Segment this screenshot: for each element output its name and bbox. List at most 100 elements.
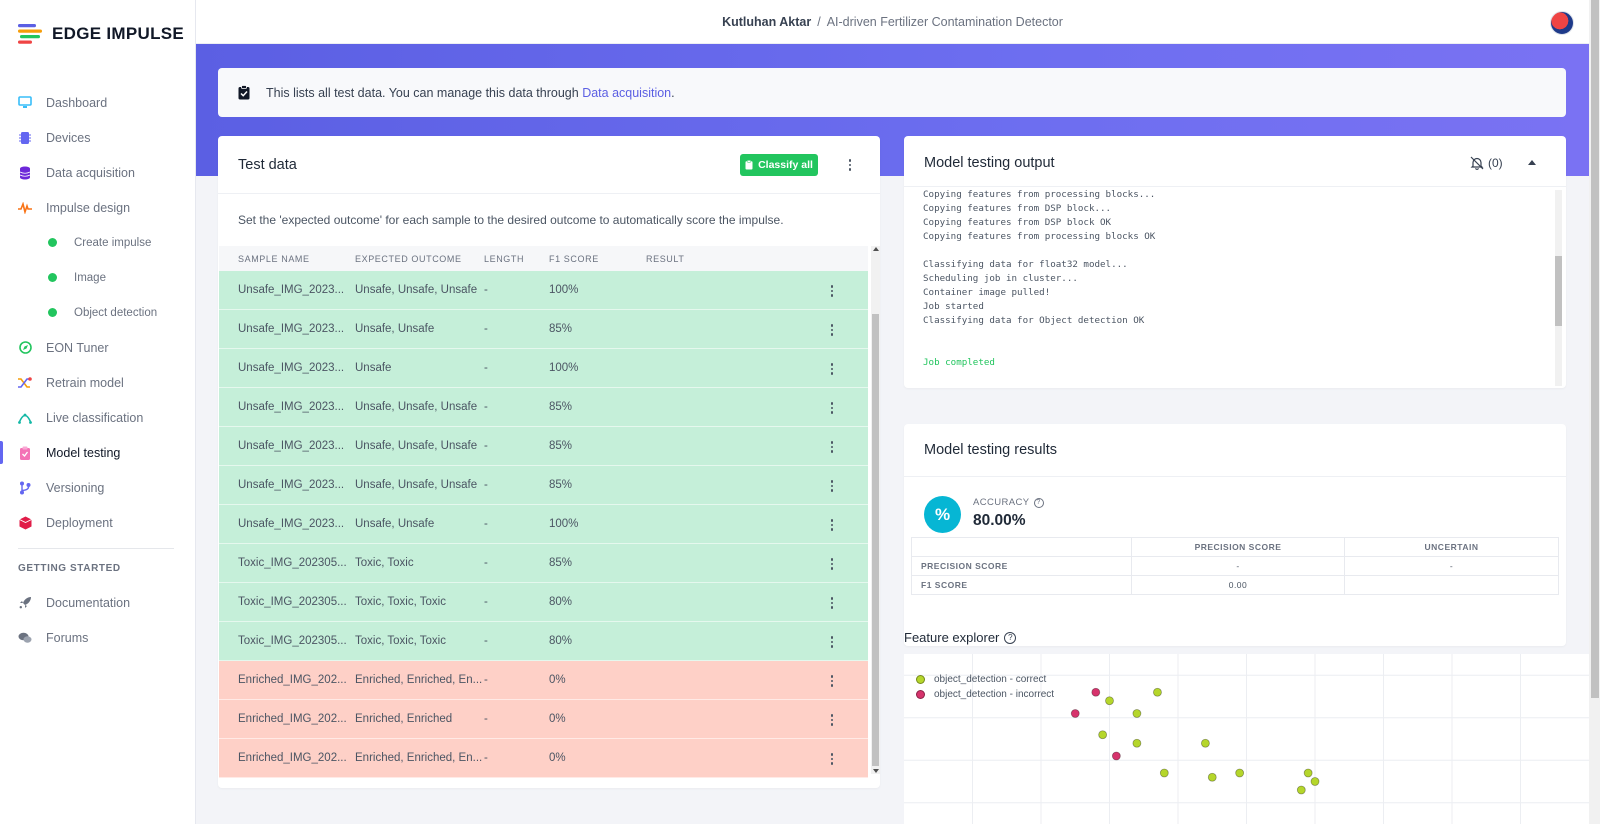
sidebar-item-model-testing[interactable]: Model testing bbox=[0, 435, 196, 470]
scroll-up-arrow-icon[interactable] bbox=[873, 247, 879, 251]
scatter-point-correct[interactable] bbox=[1132, 738, 1142, 748]
sidebar-item-devices[interactable]: Devices bbox=[0, 120, 196, 155]
scrollbar-thumb[interactable] bbox=[1591, 0, 1599, 698]
table-row[interactable]: Unsafe_IMG_2023... Unsafe, Unsafe, Unsafe… bbox=[219, 466, 868, 505]
row-menu-icon[interactable] bbox=[826, 479, 838, 493]
data-acquisition-link[interactable]: Data acquisition bbox=[582, 85, 672, 100]
collapse-caret-icon[interactable] bbox=[1528, 160, 1536, 165]
window-scrollbar[interactable] bbox=[1589, 0, 1600, 824]
feature-explorer-chart[interactable] bbox=[904, 654, 1589, 824]
sidebar-item-label: Retrain model bbox=[46, 375, 124, 390]
f1-score-cell: 100% bbox=[549, 284, 579, 296]
sidebar-item-eon-tuner[interactable]: EON Tuner bbox=[0, 330, 196, 365]
scatter-point-correct[interactable] bbox=[1153, 687, 1162, 697]
results-title: Model testing results bbox=[924, 442, 1057, 458]
table-row[interactable]: Toxic_IMG_202305... Toxic, Toxic - 85% bbox=[219, 544, 868, 583]
scatter-point-correct[interactable] bbox=[1098, 730, 1108, 740]
classify-all-button[interactable]: Classify all bbox=[740, 154, 818, 176]
row-menu-icon[interactable] bbox=[826, 596, 838, 610]
sidebar-item-dashboard[interactable]: Dashboard bbox=[0, 85, 196, 120]
notifications-toggle[interactable]: (0) bbox=[1470, 156, 1503, 170]
notification-count: (0) bbox=[1488, 156, 1503, 170]
legend-item-incorrect[interactable]: object_detection - incorrect bbox=[916, 687, 1054, 702]
table-row[interactable]: Enriched_IMG_202... Enriched, Enriched, E… bbox=[219, 739, 868, 778]
sidebar-item-label: Forums bbox=[46, 630, 89, 645]
row-menu-icon[interactable] bbox=[826, 323, 838, 337]
scrollbar-thumb[interactable] bbox=[872, 314, 879, 766]
scatter-point-correct[interactable] bbox=[1235, 768, 1245, 778]
column-header-f1-score[interactable]: F1 SCORE bbox=[549, 254, 599, 264]
row-menu-icon[interactable] bbox=[826, 635, 838, 649]
sidebar-item-data-acquisition[interactable]: Data acquisition bbox=[0, 155, 196, 190]
help-icon[interactable]: ? bbox=[1004, 631, 1017, 644]
row-menu-icon[interactable] bbox=[826, 401, 838, 415]
table-row[interactable]: Unsafe_IMG_2023... Unsafe, Unsafe - 85% bbox=[219, 310, 868, 349]
scatter-point-correct[interactable] bbox=[1105, 696, 1114, 706]
model-testing-results-card: Model testing results % ACCURACY ? 80.00… bbox=[904, 424, 1566, 646]
scatter-point-correct[interactable] bbox=[1310, 777, 1320, 786]
scatter-point-incorrect[interactable] bbox=[1091, 687, 1101, 697]
table-row[interactable]: Unsafe_IMG_2023... Unsafe, Unsafe, Unsafe… bbox=[219, 388, 868, 427]
column-header-length[interactable]: LENGTH bbox=[484, 254, 525, 264]
scatter-point-incorrect[interactable] bbox=[1070, 709, 1080, 718]
log-scrollbar[interactable] bbox=[1555, 190, 1562, 386]
row-menu-icon[interactable] bbox=[826, 557, 838, 571]
test-table-scrollbar[interactable] bbox=[871, 246, 880, 774]
sidebar-item-live-classification[interactable]: Live classification bbox=[0, 400, 196, 435]
column-header-expected-outcome[interactable]: EXPECTED OUTCOME bbox=[355, 254, 462, 264]
results-cell bbox=[1344, 575, 1559, 595]
table-row[interactable]: Unsafe_IMG_2023... Unsafe, Unsafe, Unsafe… bbox=[219, 271, 868, 310]
chat-icon bbox=[18, 631, 32, 645]
scatter-point-correct[interactable] bbox=[1303, 768, 1313, 778]
log-line: Job completed bbox=[923, 357, 995, 368]
sidebar-item-retrain-model[interactable]: Retrain model bbox=[0, 365, 196, 400]
breadcrumb-project[interactable]: AI-driven Fertilizer Contamination Detec… bbox=[826, 15, 1063, 29]
test-data-description: Set the 'expected outcome' for each samp… bbox=[238, 213, 784, 227]
scatter-point-correct[interactable] bbox=[1132, 709, 1142, 718]
sidebar-item-label: Object detection bbox=[74, 306, 158, 319]
column-header-result[interactable]: RESULT bbox=[646, 254, 685, 264]
scatter-point-correct[interactable] bbox=[1207, 772, 1217, 782]
table-row[interactable]: Unsafe_IMG_2023... Unsafe - 100% bbox=[219, 349, 868, 388]
row-menu-icon[interactable] bbox=[826, 674, 838, 688]
table-row[interactable]: Toxic_IMG_202305... Toxic, Toxic, Toxic - 8… bbox=[219, 622, 868, 661]
sidebar-item-impulse-design[interactable]: Impulse design bbox=[0, 190, 196, 225]
feature-explorer-plot[interactable]: object_detection - correct object_detect… bbox=[904, 654, 1589, 824]
scroll-down-arrow-icon[interactable] bbox=[873, 769, 879, 773]
sidebar-item-documentation[interactable]: Documentation bbox=[0, 585, 196, 620]
sidebar-item-versioning[interactable]: Versioning bbox=[0, 470, 196, 505]
sidebar-item-label: Documentation bbox=[46, 595, 131, 610]
scrollbar-thumb[interactable] bbox=[1555, 256, 1562, 326]
row-menu-icon[interactable] bbox=[826, 518, 838, 532]
scatter-point-incorrect[interactable] bbox=[1111, 751, 1121, 761]
feature-explorer-title: Feature explorer ? bbox=[904, 630, 1017, 645]
column-header-sample-name[interactable]: SAMPLE NAME bbox=[238, 254, 310, 264]
sidebar-item-forums[interactable]: Forums bbox=[0, 620, 196, 655]
legend-item-correct[interactable]: object_detection - correct bbox=[916, 672, 1054, 687]
scatter-point-correct[interactable] bbox=[1159, 768, 1169, 778]
table-row[interactable]: Unsafe_IMG_2023... Unsafe, Unsafe, Unsafe… bbox=[219, 427, 868, 466]
test-data-title: Test data bbox=[238, 157, 297, 173]
sidebar-item-object-detection[interactable]: Object detection bbox=[0, 295, 196, 330]
length-cell: - bbox=[484, 518, 488, 530]
row-menu-icon[interactable] bbox=[826, 752, 838, 766]
table-row[interactable]: Enriched_IMG_202... Enriched, Enriched, E… bbox=[219, 661, 868, 700]
scatter-point-correct[interactable] bbox=[1296, 785, 1306, 795]
scatter-point-correct[interactable] bbox=[1200, 738, 1210, 748]
breadcrumb-user[interactable]: Kutluhan Aktar bbox=[722, 15, 812, 29]
avatar[interactable] bbox=[1550, 11, 1574, 35]
test-data-menu-icon[interactable] bbox=[844, 158, 856, 172]
results-header-empty bbox=[911, 537, 1132, 557]
sidebar-item-image[interactable]: Image bbox=[0, 260, 196, 295]
help-icon[interactable]: ? bbox=[1033, 497, 1044, 508]
row-menu-icon[interactable] bbox=[826, 713, 838, 727]
table-row[interactable]: Enriched_IMG_202... Enriched, Enriched - 0% bbox=[219, 700, 868, 739]
brand-logo[interactable]: EDGE IMPULSE bbox=[18, 24, 184, 44]
row-menu-icon[interactable] bbox=[826, 362, 838, 376]
sidebar-item-create-impulse[interactable]: Create impulse bbox=[0, 225, 196, 260]
sidebar-item-deployment[interactable]: Deployment bbox=[0, 505, 196, 540]
row-menu-icon[interactable] bbox=[826, 284, 838, 298]
table-row[interactable]: Unsafe_IMG_2023... Unsafe, Unsafe - 100% bbox=[219, 505, 868, 544]
row-menu-icon[interactable] bbox=[826, 440, 838, 454]
table-row[interactable]: Toxic_IMG_202305... Toxic, Toxic, Toxic - 8… bbox=[219, 583, 868, 622]
